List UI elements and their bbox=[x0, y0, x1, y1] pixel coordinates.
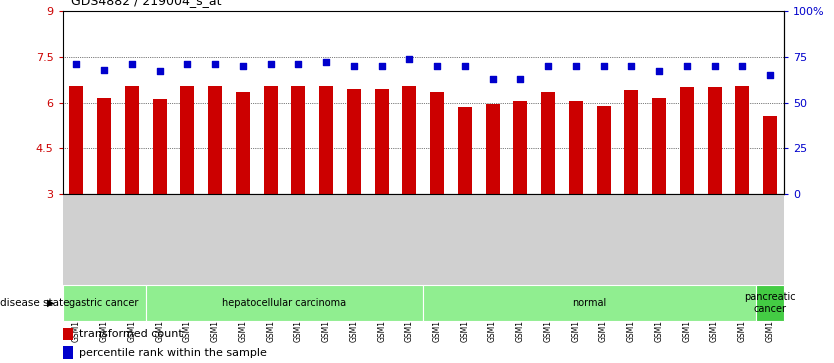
Text: GDS4882 / 219004_s_at: GDS4882 / 219004_s_at bbox=[71, 0, 221, 7]
Point bbox=[181, 61, 194, 67]
Bar bbox=[625, 90, 638, 194]
Text: ▶: ▶ bbox=[47, 298, 54, 308]
Bar bbox=[374, 89, 389, 194]
Point bbox=[625, 63, 638, 69]
Bar bbox=[291, 86, 305, 194]
Text: hepatocellular carcinoma: hepatocellular carcinoma bbox=[223, 298, 347, 308]
Point bbox=[98, 67, 111, 73]
Point bbox=[125, 61, 138, 67]
Bar bbox=[63, 285, 146, 321]
Point bbox=[763, 72, 776, 78]
Point bbox=[264, 61, 278, 67]
Bar bbox=[458, 107, 472, 194]
Point bbox=[70, 61, 83, 67]
Bar bbox=[180, 86, 194, 194]
Point bbox=[514, 76, 527, 82]
Point bbox=[486, 76, 500, 82]
Text: gastric cancer: gastric cancer bbox=[69, 298, 138, 308]
Bar bbox=[430, 92, 444, 194]
Point bbox=[736, 63, 749, 69]
Point bbox=[236, 63, 249, 69]
Bar bbox=[63, 327, 73, 340]
Point bbox=[652, 69, 666, 74]
Bar bbox=[146, 285, 424, 321]
Point bbox=[292, 61, 305, 67]
Bar bbox=[541, 92, 555, 194]
Bar bbox=[596, 106, 610, 194]
Bar bbox=[125, 86, 138, 194]
Bar bbox=[63, 346, 73, 359]
Text: pancreatic
cancer: pancreatic cancer bbox=[744, 292, 796, 314]
Bar bbox=[514, 101, 527, 194]
Bar bbox=[756, 285, 784, 321]
Point bbox=[153, 69, 166, 74]
Text: transformed count: transformed count bbox=[78, 329, 183, 339]
Bar bbox=[319, 86, 333, 194]
Bar bbox=[264, 86, 278, 194]
Point bbox=[319, 59, 333, 65]
Text: disease state: disease state bbox=[0, 298, 69, 308]
Bar bbox=[680, 87, 694, 194]
Point bbox=[541, 63, 555, 69]
Bar bbox=[708, 87, 721, 194]
Bar bbox=[736, 86, 749, 194]
Bar bbox=[69, 86, 83, 194]
Point bbox=[208, 61, 222, 67]
Point bbox=[403, 56, 416, 61]
Point bbox=[430, 63, 444, 69]
Point bbox=[597, 63, 610, 69]
Point bbox=[569, 63, 582, 69]
Bar bbox=[403, 86, 416, 194]
Bar bbox=[569, 101, 583, 194]
Bar bbox=[236, 92, 250, 194]
Point bbox=[458, 63, 471, 69]
Point bbox=[347, 63, 360, 69]
Bar bbox=[98, 98, 111, 194]
Bar bbox=[347, 89, 361, 194]
Bar bbox=[153, 99, 167, 194]
Bar bbox=[485, 104, 500, 194]
Point bbox=[375, 63, 389, 69]
Text: normal: normal bbox=[573, 298, 607, 308]
Point bbox=[708, 63, 721, 69]
Bar bbox=[208, 86, 222, 194]
Text: percentile rank within the sample: percentile rank within the sample bbox=[78, 347, 267, 358]
Bar bbox=[763, 116, 777, 194]
Bar bbox=[423, 285, 756, 321]
Point bbox=[681, 63, 694, 69]
Bar bbox=[652, 98, 666, 194]
